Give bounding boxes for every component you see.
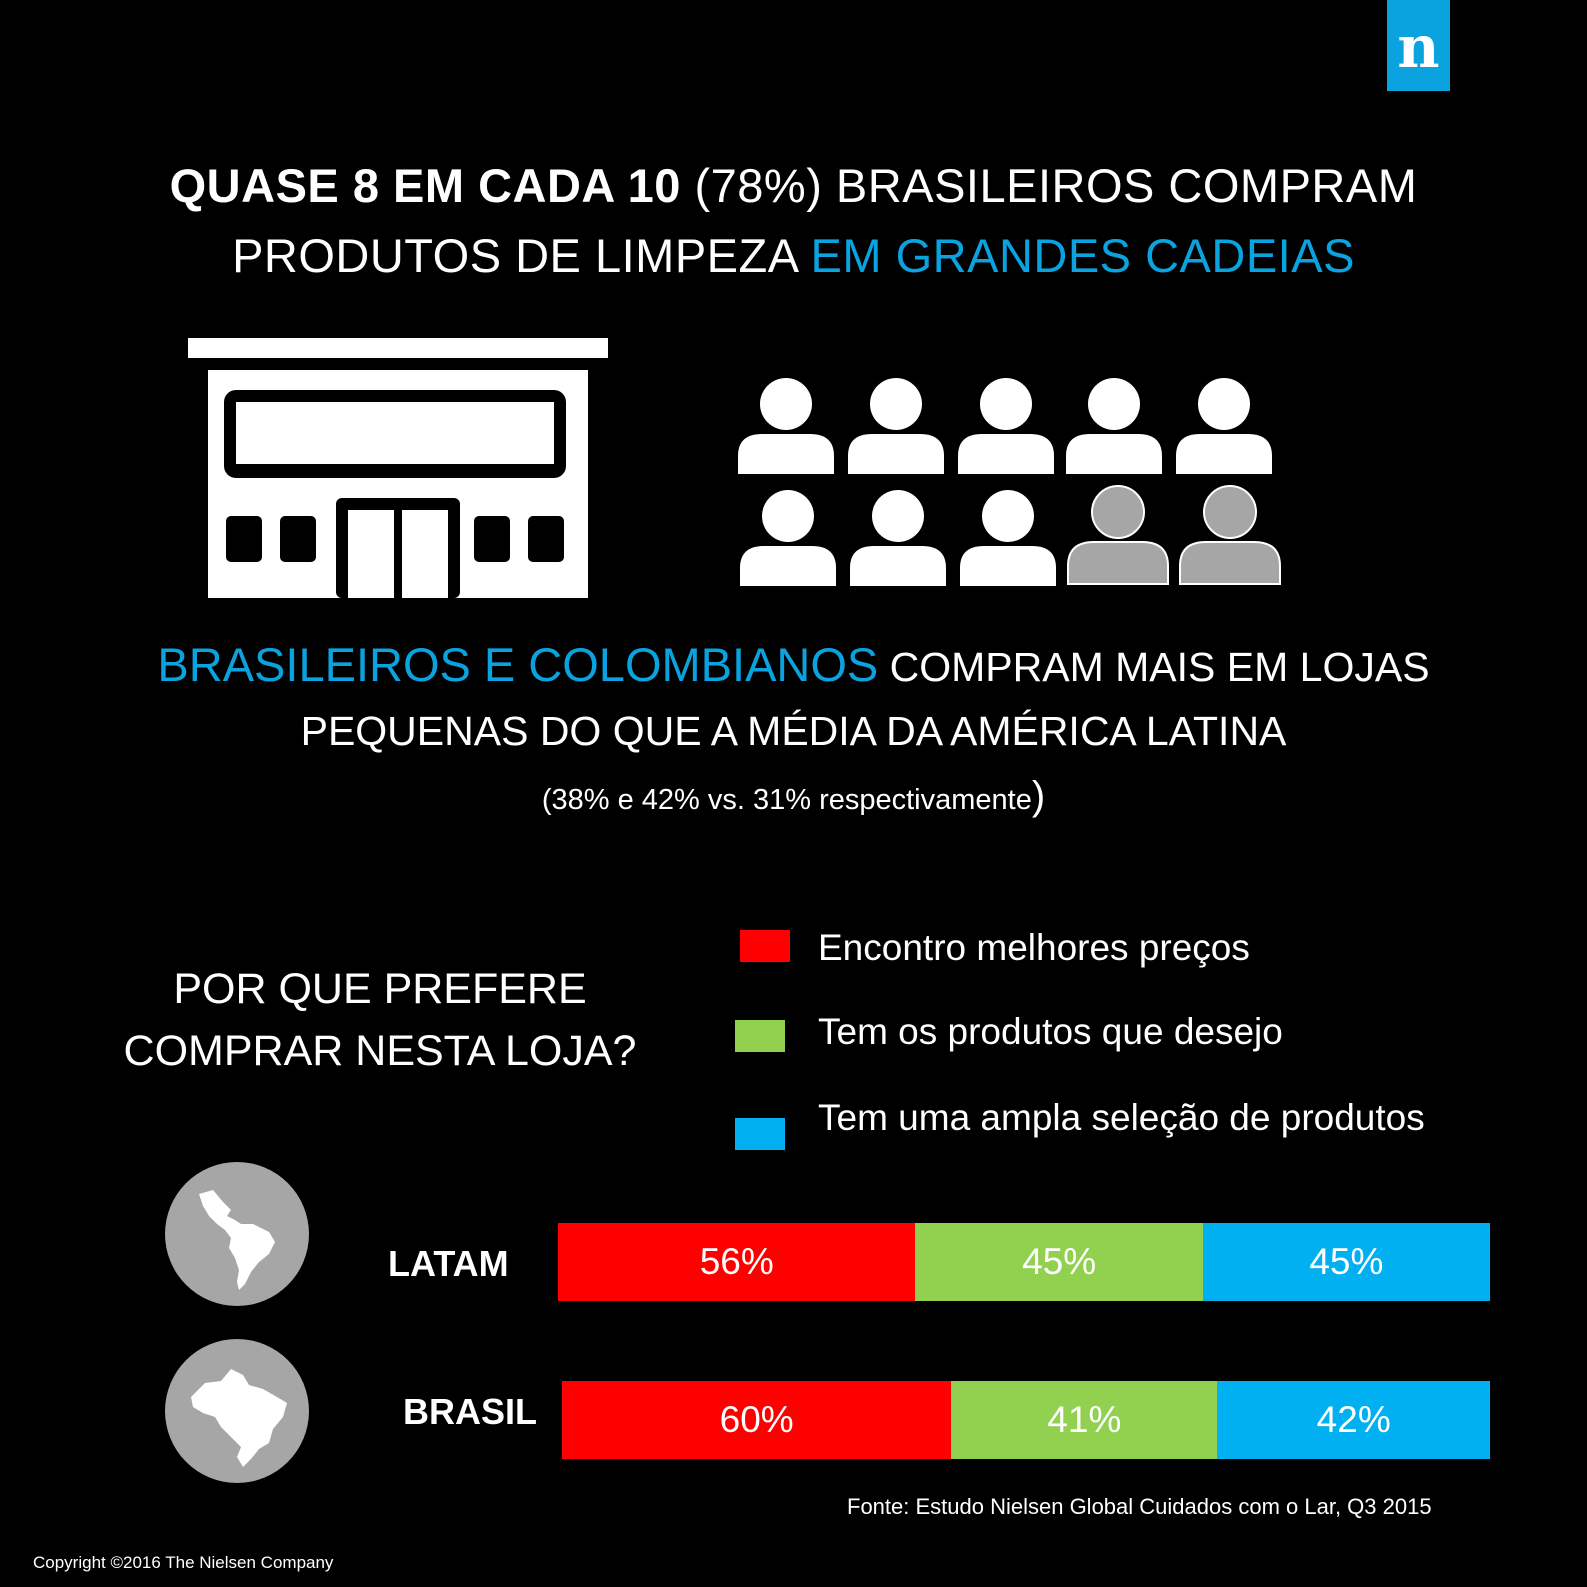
subheadline-blue: BRASILEIROS E COLOMBIANOS (157, 638, 879, 691)
person-icon (960, 490, 1056, 586)
legend-swatch-green (735, 1020, 785, 1052)
source-note: Fonte: Estudo Nielsen Global Cuidados co… (847, 1494, 1432, 1519)
subheadline-line-3-close: ) (1031, 774, 1046, 818)
bar-brasil: 60% 41% 42% (562, 1381, 1490, 1459)
subheadline-line-2: PEQUENAS DO QUE A MÉDIA DA AMÉRICA LATIN… (300, 708, 1287, 754)
subheadline-line-1: BRASILEIROS E COLOMBIANOS COMPRAM MAIS E… (0, 640, 1587, 692)
legend-swatch-blue (735, 1118, 785, 1150)
question-line-2: COMPRAR NESTA LOJA? (123, 1027, 637, 1075)
legend-swatch-red (740, 930, 790, 962)
people-icon-grid (738, 378, 1281, 586)
copyright-note: Copyright ©2016 The Nielsen Company (33, 1553, 334, 1572)
person-icon (848, 378, 944, 474)
question-line-1: POR QUE PREFERE (173, 965, 587, 1013)
legend-label-products: Tem os produtos que desejo (818, 1011, 1283, 1052)
person-icon (740, 490, 836, 586)
person-icon-grey (1179, 485, 1281, 585)
category-label-latam: LATAM (388, 1243, 509, 1284)
bar-segment-brasil-products: 41% (951, 1381, 1218, 1459)
person-icon (738, 378, 834, 474)
headline-line-1-rest: (78%) BRASILEIROS COMPRAM (680, 159, 1418, 212)
bar-segment-latam-products: 45% (915, 1223, 1203, 1301)
store-building-icon (188, 338, 608, 598)
bar-latam: 56% 45% 45% (558, 1223, 1490, 1301)
person-icon (850, 490, 946, 586)
data-label: 56% (699, 1241, 774, 1282)
data-label: 45% (1022, 1241, 1097, 1282)
person-icon (1066, 378, 1162, 474)
bar-segment-latam-selection: 45% (1202, 1223, 1490, 1301)
nielsen-logo: n (1387, 0, 1450, 91)
person-icon (958, 378, 1054, 474)
subheadline-line-1-rest: COMPRAM MAIS EM LOJAS (878, 644, 1430, 690)
data-label: 45% (1309, 1241, 1384, 1282)
legend-label-selection: Tem uma ampla seleção de produtos (818, 1097, 1425, 1138)
logo-letter: n (1397, 13, 1440, 81)
bar-segment-brasil-selection: 42% (1217, 1381, 1490, 1459)
bar-segment-latam-prices: 56% (558, 1223, 916, 1301)
latin-america-globe-icon (165, 1162, 309, 1306)
person-icon-grey (1067, 485, 1169, 585)
headline-bold: QUASE 8 EM CADA 10 (169, 159, 681, 212)
subheadline-line-3-text: (38% e 42% vs. 31% respectivamente (541, 784, 1032, 816)
headline-line-2-blue: EM GRANDES CADEIAS (810, 229, 1355, 282)
subheadline-line-3: (38% e 42% vs. 31% respectivamente) (0, 776, 1587, 820)
category-label-brasil: BRASIL (403, 1391, 537, 1432)
data-label: 41% (1047, 1399, 1122, 1440)
headline-line-2-white: PRODUTOS DE LIMPEZA (232, 229, 811, 282)
data-label: 60% (719, 1399, 794, 1440)
headline-line-1: QUASE 8 EM CADA 10 (78%) BRASILEIROS COM… (0, 158, 1587, 214)
headline-line-2: PRODUTOS DE LIMPEZA EM GRANDES CADEIAS (0, 228, 1587, 284)
person-icon (1176, 378, 1272, 474)
data-label: 42% (1316, 1399, 1391, 1440)
brazil-map-icon (165, 1339, 309, 1483)
legend-label-prices: Encontro melhores preços (818, 927, 1250, 968)
bar-segment-brasil-prices: 60% (562, 1381, 952, 1459)
